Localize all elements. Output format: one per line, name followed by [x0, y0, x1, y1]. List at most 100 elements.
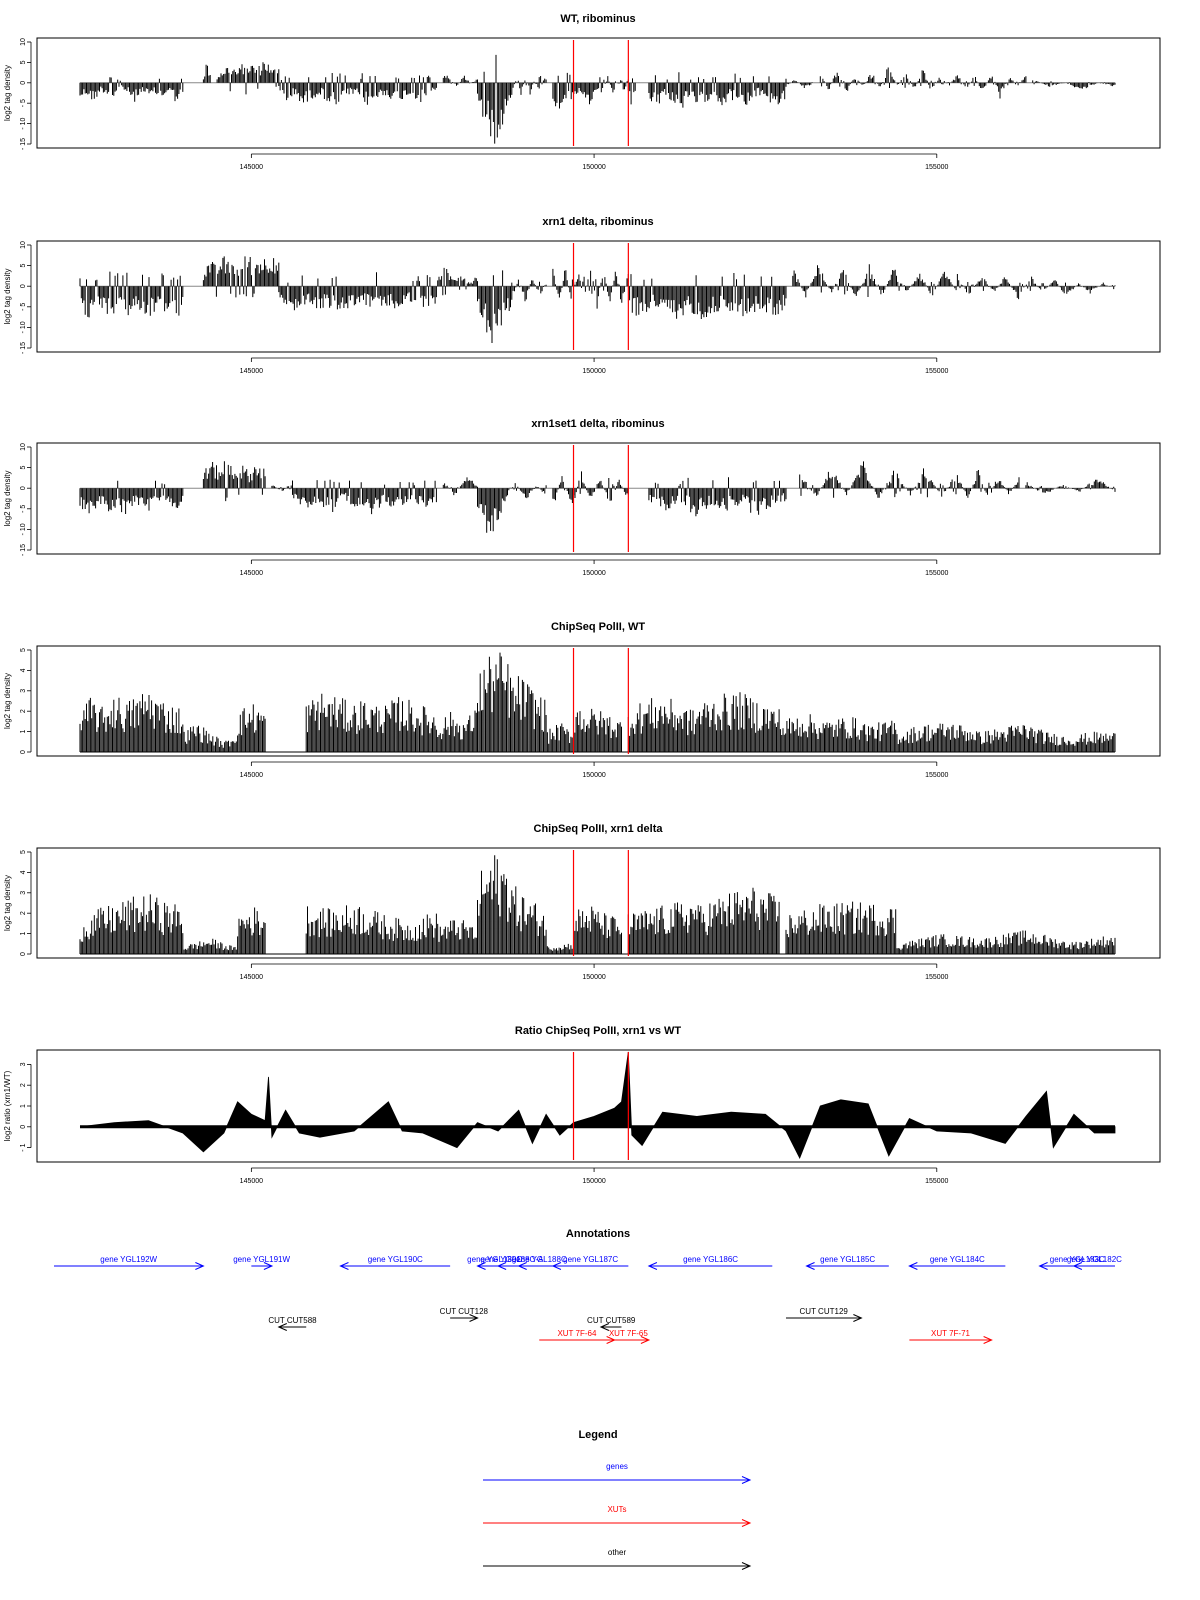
annotation-label: XUT 7F-71: [931, 1329, 971, 1338]
annotation-gene: gene YGL187C: [551, 1255, 629, 1270]
annotation-label: CUT CUT589: [587, 1316, 636, 1325]
y-tick-label: - 5: [20, 303, 27, 311]
plot-frame: [36, 847, 1161, 959]
arrow-head-icon: [476, 1262, 486, 1270]
y-tick-label: - 15: [20, 342, 27, 354]
y-tick-label: - 15: [20, 544, 27, 556]
y-tick-label: - 1: [20, 1143, 27, 1151]
annotation-gene: gene YGL190C: [339, 1255, 451, 1270]
x-tick-label: 145000: [240, 368, 263, 375]
x-tick-label: 150000: [582, 570, 605, 577]
panel-8: Legend: [578, 1429, 617, 1441]
y-tick-label: 4: [20, 870, 27, 874]
panel-title: WT, ribominus: [560, 13, 635, 25]
annotation-xut: XUT 7F-65: [607, 1329, 651, 1344]
x-tick-label: 155000: [925, 1178, 948, 1185]
arrow-head-icon: [741, 1562, 752, 1570]
arrow-head-icon: [741, 1476, 752, 1484]
signal-bars: [79, 855, 1116, 954]
annotation-label: XUT 7F-64: [557, 1329, 597, 1338]
x-tick-label: 145000: [240, 772, 263, 779]
annotation-label: gene YGL191W: [233, 1255, 290, 1264]
x-tick-label: 150000: [582, 1178, 605, 1185]
panel-2: xrn1 delta, ribominus - 15 - 10 - 5 0 5 10 log2…: [3, 216, 1161, 375]
arrow-head-icon: [277, 1323, 287, 1331]
arrow-head-icon: [469, 1314, 479, 1322]
panel-7: Annotations: [566, 1228, 630, 1240]
annotation-gene: gene YGL188C: [512, 1255, 567, 1270]
y-axis-label: log2 tag density: [3, 673, 12, 729]
annotation-label: gene YGL185C: [820, 1255, 875, 1264]
legend: genes XUTs other: [483, 1462, 752, 1570]
y-tick-label: - 5: [20, 99, 27, 107]
arrow-head-icon: [496, 1262, 507, 1270]
x-tick-label: 150000: [582, 974, 605, 981]
y-tick-label: 1: [20, 1104, 27, 1108]
annotation-gene: gene YGL192W: [54, 1255, 205, 1270]
arrow-head-icon: [853, 1314, 863, 1322]
annotation-label: gene YGL183C: [1050, 1255, 1105, 1264]
arrow-head-icon: [1072, 1262, 1083, 1270]
y-tick-label: 5: [20, 264, 27, 268]
x-tick-label: 150000: [582, 368, 605, 375]
x-tick-label: 145000: [240, 1178, 263, 1185]
panel-title: xrn1set1 delta, ribominus: [531, 418, 664, 430]
panel-1: WT, ribominus - 15 - 10 - 5 0 5 10 log2 tag den…: [3, 13, 1161, 171]
arrow-head-icon: [805, 1262, 815, 1270]
y-axis-label: log2 tag density: [3, 875, 12, 931]
y-tick-label: 0: [20, 486, 27, 490]
y-axis-label: log2 tag density: [3, 65, 12, 121]
arrow-head-icon: [908, 1262, 918, 1270]
annotation-label: gene YGL184C: [930, 1255, 985, 1264]
y-tick-label: - 10: [20, 523, 27, 535]
arrow-head-icon: [741, 1519, 752, 1527]
annotation-other: CUT CUT588: [268, 1316, 317, 1331]
panel-6: Ratio ChipSeq PolII, xrn1 vs WT - 1 0 1 2 3 lo…: [3, 1025, 1161, 1185]
annotation-other: CUT CUT128: [440, 1307, 489, 1322]
signal-bars: [79, 54, 1116, 144]
plot-frame: [36, 442, 1161, 555]
x-tick-label: 145000: [240, 164, 263, 171]
y-tick-label: 5: [20, 648, 27, 652]
annotation-label: gene YGL189C: [467, 1255, 522, 1264]
plot-frame: [36, 645, 1161, 757]
y-tick-label: 0: [20, 1125, 27, 1129]
y-tick-label: 10: [20, 38, 27, 46]
legend-label: genes: [606, 1462, 628, 1471]
x-tick-label: 145000: [240, 974, 263, 981]
annotation-label: gene YGL188C-A: [480, 1255, 544, 1264]
y-tick-label: 2: [20, 911, 27, 915]
y-tick-label: 0: [20, 81, 27, 85]
annotation-xut: XUT 7F-71: [909, 1329, 993, 1344]
ratio-area: [79, 1051, 1116, 1159]
x-tick-label: 155000: [925, 772, 948, 779]
panel-5: ChipSeq PolII, xrn1 delta 0 1 2 3 4 5 log2 tag …: [3, 823, 1161, 981]
y-tick-label: 10: [20, 443, 27, 451]
annotation-label: CUT CUT588: [268, 1316, 317, 1325]
annotation-label: XUT 7F-65: [609, 1329, 649, 1338]
panel-title: ChipSeq PolII, xrn1 delta: [534, 823, 664, 835]
y-axis-label: log2 tag density: [3, 470, 12, 526]
arrow-head-icon: [647, 1262, 658, 1270]
annotation-xut: XUT 7F-64: [539, 1329, 616, 1344]
y-tick-label: 5: [20, 466, 27, 470]
x-tick-label: 150000: [582, 772, 605, 779]
annotation-gene: gene YGL182C: [1067, 1255, 1122, 1270]
x-tick-label: 155000: [925, 368, 948, 375]
annotation-other: CUT CUT129: [785, 1307, 863, 1322]
panel-4: ChipSeq PolII, WT 0 1 2 3 4 5 log2 tag density 1…: [3, 621, 1161, 779]
y-tick-label: 0: [20, 952, 27, 956]
annotation-label: gene YGL190C: [368, 1255, 423, 1264]
annotation-track: gene YGL192W gene YGL191W gene YGL190C gene…: [54, 1255, 1122, 1344]
arrow-head-icon: [599, 1323, 610, 1331]
annotation-label: CUT CUT128: [440, 1307, 489, 1316]
y-tick-label: 2: [20, 709, 27, 713]
annotation-other: CUT CUT589: [587, 1316, 636, 1331]
arrow-head-icon: [640, 1336, 651, 1344]
legend-label: other: [608, 1548, 627, 1557]
plot-frame: [36, 1049, 1161, 1163]
annotation-label: gene YGL187C: [563, 1255, 618, 1264]
annotation-gene: gene YGL186C: [647, 1255, 773, 1270]
signal-bars: [79, 652, 1116, 752]
y-tick-label: - 15: [20, 138, 27, 150]
